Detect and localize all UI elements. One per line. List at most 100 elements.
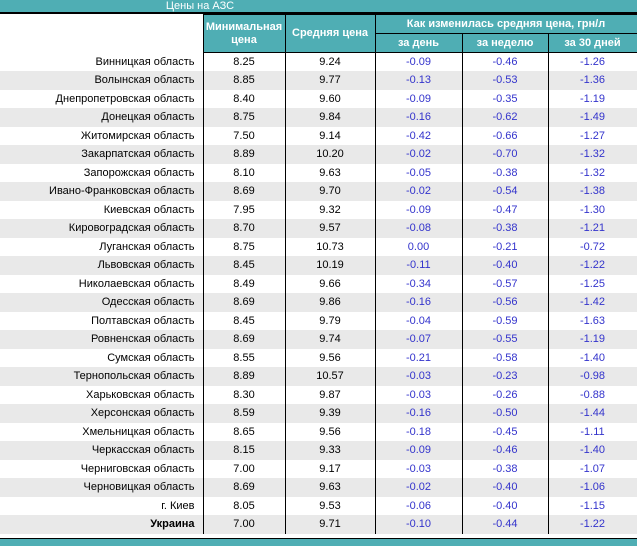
region-name: Тернопольская область [0, 367, 203, 386]
change-day-value: -0.09 [374, 441, 462, 460]
change-week-value: -0.40 [461, 256, 548, 275]
table-row: Волынская область 8.85 9.77 -0.13 -0.53 … [0, 71, 637, 90]
change-day-value: -0.16 [374, 404, 462, 423]
change-day-value: -0.13 [374, 71, 462, 90]
change-week-value: -0.53 [461, 71, 548, 90]
change-week-value: -0.56 [461, 293, 548, 312]
corner-empty-cell [0, 14, 203, 53]
change-month-value: -1.26 [547, 52, 637, 71]
region-name: г. Киев [0, 496, 203, 515]
change-week-value: -0.21 [461, 237, 548, 256]
change-month-value: -1.40 [547, 441, 637, 460]
column-header-change-group: Как изменилась средняя цена, грн/л [374, 14, 637, 34]
change-day-value: -0.42 [374, 126, 462, 145]
avg-price-value: 9.66 [284, 274, 375, 293]
table-row: Черкасская область 8.15 9.33 -0.09 -0.46… [0, 441, 637, 460]
min-price-value: 8.85 [202, 71, 285, 90]
change-month-value: -0.72 [547, 237, 637, 256]
avg-price-value: 9.33 [284, 441, 375, 460]
region-name: Харьковская область [0, 385, 203, 404]
min-price-value: 7.50 [202, 126, 285, 145]
change-day-value: -0.02 [374, 182, 462, 201]
change-week-value: -0.58 [461, 348, 548, 367]
change-day-value: -0.09 [374, 52, 462, 71]
change-week-value: -0.46 [461, 441, 548, 460]
min-price-value: 8.25 [202, 52, 285, 71]
min-price-value: 8.49 [202, 274, 285, 293]
table-body: Винницкая область 8.25 9.24 -0.09 -0.46 … [0, 52, 637, 534]
region-name: Черновицкая область [0, 478, 203, 497]
change-day-value: -0.02 [374, 478, 462, 497]
region-name: Николаевская область [0, 274, 203, 293]
change-week-value: -0.40 [461, 496, 548, 515]
change-day-value: -0.16 [374, 293, 462, 312]
region-name: Украина [0, 515, 203, 534]
column-header-change-week: за неделю [461, 33, 549, 53]
table-row: Николаевская область 8.49 9.66 -0.34 -0.… [0, 274, 637, 293]
change-day-value: -0.03 [374, 367, 462, 386]
change-week-value: -0.45 [461, 422, 548, 441]
change-month-value: -1.22 [547, 256, 637, 275]
fuel-price-table: Минимальная цена Средняя цена Как измени… [0, 14, 637, 534]
table-row: Хмельницкая область 8.65 9.56 -0.18 -0.4… [0, 422, 637, 441]
region-name: Винницкая область [0, 52, 203, 71]
avg-price-value: 9.39 [284, 404, 375, 423]
table-row: Тернопольская область 8.89 10.57 -0.03 -… [0, 367, 637, 386]
change-week-value: -0.59 [461, 311, 548, 330]
min-price-value: 8.45 [202, 256, 285, 275]
min-price-value: 8.10 [202, 163, 285, 182]
change-week-value: -0.46 [461, 52, 548, 71]
change-day-value: -0.05 [374, 163, 462, 182]
avg-price-value: 9.57 [284, 219, 375, 238]
avg-price-value: 9.77 [284, 71, 375, 90]
avg-price-value: 10.19 [284, 256, 375, 275]
change-day-value: -0.34 [374, 274, 462, 293]
avg-price-value: 9.87 [284, 385, 375, 404]
change-day-value: -0.21 [374, 348, 462, 367]
min-price-value: 8.45 [202, 311, 285, 330]
table-row: Кировоградская область 8.70 9.57 -0.08 -… [0, 219, 637, 238]
column-header-avg-price: Средняя цена [284, 14, 376, 53]
min-price-value: 8.30 [202, 385, 285, 404]
avg-price-value: 9.71 [284, 515, 375, 534]
column-header-change-month: за 30 дней [547, 33, 637, 53]
min-price-value: 8.69 [202, 182, 285, 201]
change-month-value: -1.19 [547, 330, 637, 349]
region-name: Волынская область [0, 71, 203, 90]
avg-price-value: 9.79 [284, 311, 375, 330]
avg-price-value: 10.20 [284, 145, 375, 164]
change-day-value: -0.09 [374, 89, 462, 108]
change-month-value: -1.27 [547, 126, 637, 145]
change-week-value: -0.54 [461, 182, 548, 201]
avg-price-value: 9.14 [284, 126, 375, 145]
table-row: Луганская область 8.75 10.73 0.00 -0.21 … [0, 237, 637, 256]
min-price-value: 7.00 [202, 459, 285, 478]
avg-price-value: 9.70 [284, 182, 375, 201]
change-day-value: -0.18 [374, 422, 462, 441]
min-price-value: 8.70 [202, 219, 285, 238]
region-name: Кировоградская область [0, 219, 203, 238]
column-header-change-day: за день [374, 33, 463, 53]
table-row: Донецкая область 8.75 9.84 -0.16 -0.62 -… [0, 108, 637, 127]
table-row: Запорожская область 8.10 9.63 -0.05 -0.3… [0, 163, 637, 182]
min-price-value: 8.55 [202, 348, 285, 367]
table-row: Житомирская область 7.50 9.14 -0.42 -0.6… [0, 126, 637, 145]
region-name: Запорожская область [0, 163, 203, 182]
region-name: Закарпатская область [0, 145, 203, 164]
change-week-value: -0.44 [461, 515, 548, 534]
change-month-value: -1.32 [547, 163, 637, 182]
region-name: Полтавская область [0, 311, 203, 330]
change-month-value: -1.36 [547, 71, 637, 90]
region-name: Черниговская область [0, 459, 203, 478]
avg-price-value: 9.86 [284, 293, 375, 312]
change-week-value: -0.35 [461, 89, 548, 108]
avg-price-value: 9.24 [284, 52, 375, 71]
change-month-value: -1.15 [547, 496, 637, 515]
change-month-value: -1.63 [547, 311, 637, 330]
change-month-value: -1.32 [547, 145, 637, 164]
change-week-value: -0.23 [461, 367, 548, 386]
change-month-value: -1.40 [547, 348, 637, 367]
avg-price-value: 10.73 [284, 237, 375, 256]
table-row: Харьковская область 8.30 9.87 -0.03 -0.2… [0, 385, 637, 404]
min-price-value: 8.40 [202, 89, 285, 108]
